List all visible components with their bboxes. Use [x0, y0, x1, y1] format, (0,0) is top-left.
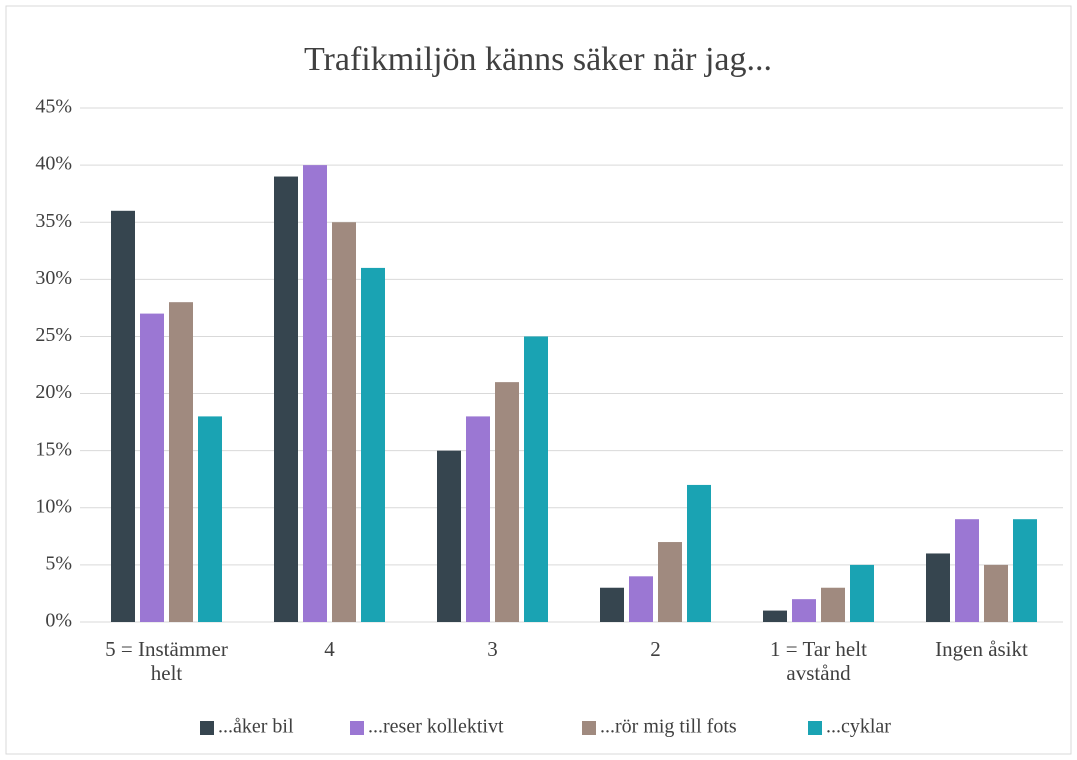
bar: [169, 302, 193, 622]
bar: [850, 564, 874, 622]
legend-label: ...reser kollektivt: [368, 716, 504, 738]
y-tick-label: 20%: [35, 381, 72, 403]
y-tick-label: 35%: [35, 210, 72, 232]
x-tick-label: 5 = Instämmer helt: [105, 637, 228, 685]
x-tick-label: Ingen åsikt: [935, 637, 1028, 661]
bar: [274, 176, 298, 623]
bar: [955, 519, 979, 622]
y-tick-label: 40%: [35, 153, 72, 175]
x-tick-label: 3: [487, 637, 498, 661]
bar: [1013, 519, 1037, 622]
x-tick-label: 4: [324, 637, 335, 661]
bar: [361, 267, 385, 622]
y-tick-label: 15%: [35, 438, 72, 460]
legend-swatch: [582, 721, 596, 735]
y-tick-label: 30%: [35, 267, 72, 289]
bar: [332, 222, 356, 622]
bar: [821, 587, 845, 622]
y-tick-label: 5%: [45, 552, 72, 574]
bar: [524, 336, 548, 622]
y-tick-label: 0%: [45, 610, 72, 632]
chart-title: Trafikmiljön känns säker när jag...: [304, 41, 772, 78]
bar: [303, 165, 327, 622]
bar: [984, 564, 1008, 622]
bar: [495, 382, 519, 622]
bar: [198, 416, 222, 622]
bar: [111, 210, 135, 623]
legend-swatch: [808, 721, 822, 735]
bar: [466, 416, 490, 622]
bar: [926, 553, 950, 622]
legend-swatch: [200, 721, 214, 735]
legend-label: ...rör mig till fots: [600, 716, 737, 738]
bar: [140, 313, 164, 622]
bar: [437, 450, 461, 622]
x-tick-label: 2: [650, 637, 661, 661]
bar: [658, 542, 682, 622]
y-tick-label: 45%: [35, 96, 72, 118]
legend-label: ...åker bil: [218, 716, 294, 738]
bar: [792, 599, 816, 622]
legend-label: ...cyklar: [826, 716, 891, 738]
legend-swatch: [350, 721, 364, 735]
bar: [600, 587, 624, 622]
bar: [687, 484, 711, 622]
bar: [763, 610, 787, 622]
y-tick-label: 10%: [35, 495, 72, 517]
x-tick-label: 1 = Tar helt avstånd: [770, 637, 867, 685]
bar: [629, 576, 653, 622]
y-tick-label: 25%: [35, 324, 72, 346]
